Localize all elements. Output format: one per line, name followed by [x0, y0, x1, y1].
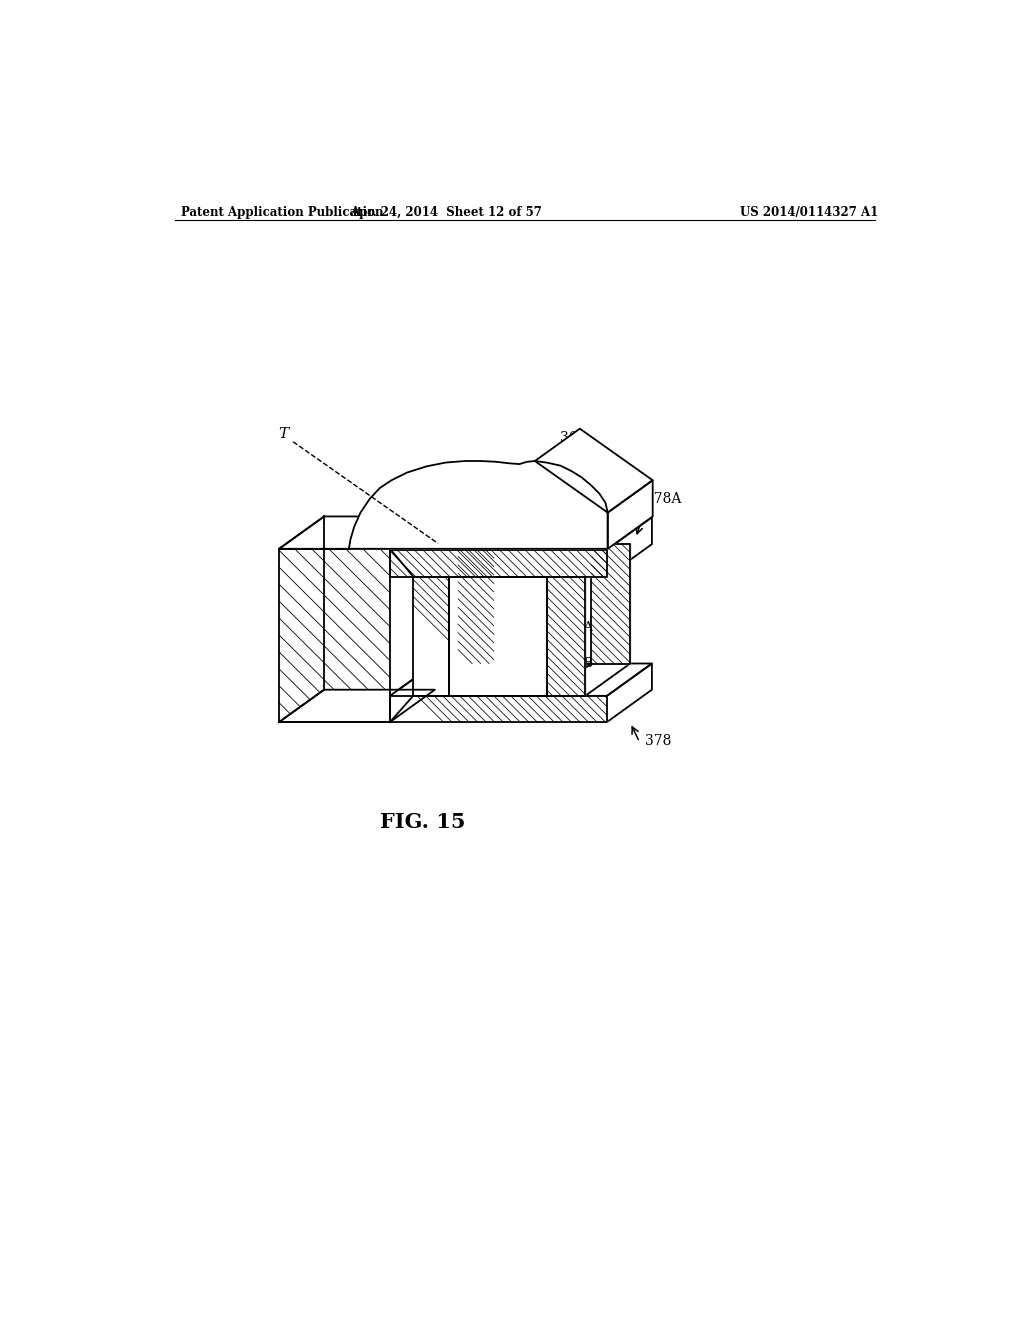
- Text: 378A: 378A: [645, 492, 681, 507]
- Polygon shape: [414, 577, 449, 696]
- Polygon shape: [390, 517, 652, 549]
- Text: Apr. 24, 2014  Sheet 12 of 57: Apr. 24, 2014 Sheet 12 of 57: [350, 206, 542, 219]
- Polygon shape: [458, 544, 494, 664]
- Polygon shape: [390, 549, 607, 577]
- Polygon shape: [547, 577, 586, 696]
- Polygon shape: [449, 577, 547, 696]
- Polygon shape: [592, 544, 630, 664]
- Polygon shape: [586, 544, 630, 696]
- Text: 367A: 367A: [436, 628, 469, 642]
- Polygon shape: [535, 429, 652, 512]
- Polygon shape: [349, 461, 607, 549]
- Text: US 2014/0114327 A1: US 2014/0114327 A1: [740, 206, 879, 219]
- Polygon shape: [607, 480, 652, 549]
- Text: 366: 366: [560, 430, 587, 445]
- Text: FIG. 15: FIG. 15: [380, 812, 465, 833]
- Polygon shape: [390, 696, 607, 722]
- Text: T: T: [279, 428, 289, 441]
- Polygon shape: [280, 689, 435, 722]
- Polygon shape: [280, 549, 390, 722]
- Polygon shape: [280, 516, 435, 549]
- Text: Patent Application Publication: Patent Application Publication: [180, 206, 383, 219]
- Polygon shape: [390, 664, 652, 696]
- Polygon shape: [607, 517, 652, 577]
- Text: 378: 378: [645, 734, 672, 748]
- Text: 367A: 367A: [560, 622, 593, 634]
- Text: 367B: 367B: [436, 664, 470, 677]
- Polygon shape: [607, 664, 652, 722]
- Text: 367B: 367B: [560, 656, 594, 669]
